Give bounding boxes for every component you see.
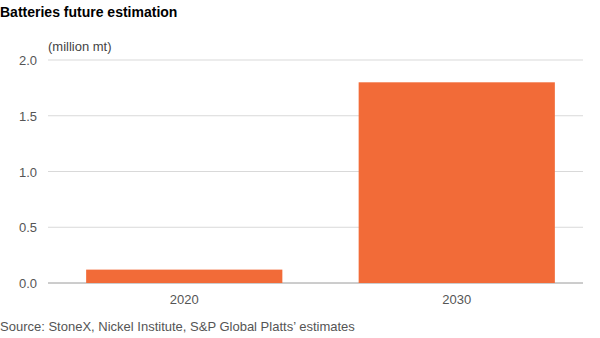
y-tick-label: 0.0 (19, 276, 37, 291)
grid-line (48, 60, 583, 61)
bar (86, 270, 282, 283)
x-tick-label: 2030 (442, 292, 471, 307)
y-axis-label: (million mt) (48, 39, 112, 54)
y-tick-label: 2.0 (19, 53, 37, 68)
y-tick-label: 1.0 (19, 165, 37, 180)
x-tick-label: 2020 (170, 292, 199, 307)
chart-svg: Batteries future estimation (million mt) 0… (0, 0, 600, 338)
y-tick-label: 0.5 (19, 220, 37, 235)
source: Source: StoneX, Nickel Institute, S&P Gl… (0, 319, 355, 334)
bar (359, 82, 555, 283)
y-tick-label: 1.5 (19, 109, 37, 124)
chart-container: Batteries future estimation (million mt) 0… (0, 0, 600, 338)
title: Batteries future estimation (0, 4, 177, 20)
grid (48, 60, 583, 283)
bars (86, 82, 555, 283)
